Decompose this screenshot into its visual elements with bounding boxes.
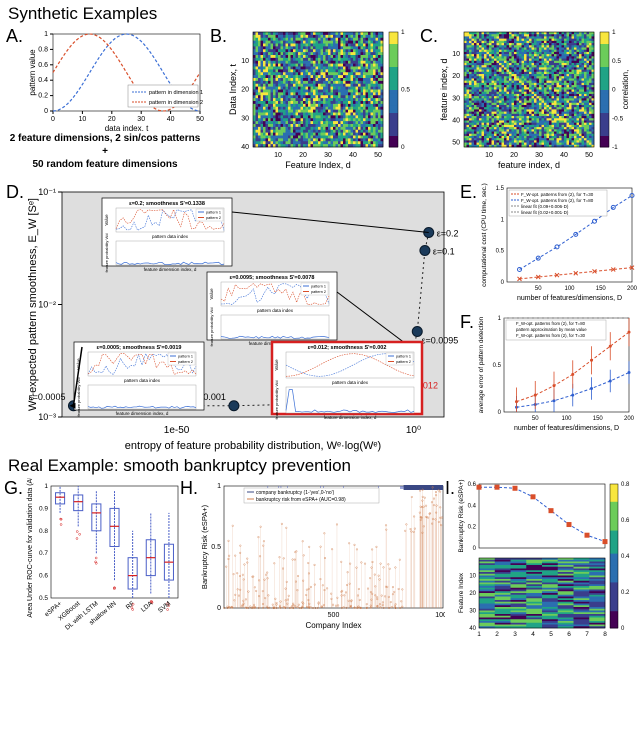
panel-f-chart: 5010015020000.51number of features/dimen…	[474, 312, 634, 437]
svg-text:50: 50	[585, 152, 593, 159]
svg-text:Value: Value	[104, 214, 109, 226]
svg-text:0: 0	[612, 87, 616, 94]
svg-text:pattern 1: pattern 1	[178, 355, 193, 359]
svg-text:10⁻²: 10⁻²	[38, 300, 56, 310]
section-synthetic: Synthetic Examples	[8, 4, 640, 24]
svg-text:feature dimension index, d: feature dimension index, d	[144, 267, 197, 272]
svg-text:40: 40	[560, 152, 568, 159]
svg-text:ε=0.0095; smoothness S'=0.0078: ε=0.0095; smoothness S'=0.0078	[230, 275, 315, 281]
svg-text:0: 0	[401, 144, 405, 151]
svg-text:10: 10	[485, 152, 493, 159]
svg-text:20: 20	[299, 152, 307, 159]
panel-g-boxplot: 0.50.60.70.80.91Area Under ROC-curve for…	[23, 478, 180, 633]
svg-text:pattern value: pattern value	[28, 49, 37, 96]
svg-text:feature probability Wd: feature probability Wd	[104, 234, 109, 273]
svg-text:ε=0.0005: ε=0.0005	[29, 392, 66, 402]
svg-text:0.6: 0.6	[38, 62, 48, 69]
panel-e-label: E.	[460, 182, 477, 307]
svg-text:entropy of feature probability: entropy of feature probability distribut…	[125, 440, 381, 452]
svg-text:10: 10	[274, 152, 282, 159]
svg-text:0.2: 0.2	[38, 93, 48, 100]
svg-text:40: 40	[349, 152, 357, 159]
svg-text:Feature Index, d: Feature Index, d	[285, 160, 351, 170]
panel-a-caption-2: 50 random feature dimensions	[0, 159, 210, 170]
svg-text:10⁻³: 10⁻³	[38, 412, 56, 422]
svg-text:correlation,: correlation,	[621, 70, 630, 110]
svg-text:30: 30	[241, 115, 249, 122]
svg-text:20: 20	[241, 87, 249, 94]
svg-text:pattern 2: pattern 2	[178, 360, 193, 364]
panel-a-chart: 0 10 20 30 40 50 0 0.2 0.4 0.6 0.8 1 data index, t pa…	[25, 26, 205, 131]
svg-text:ε=0.2: ε=0.2	[437, 229, 459, 239]
panel-b-heatmap: 102030405010203040Feature Index, dData I…	[227, 26, 417, 176]
panel-a-caption-plus: +	[0, 146, 210, 157]
svg-text:ε=0.1: ε=0.1	[433, 247, 455, 257]
svg-text:40: 40	[241, 144, 249, 151]
svg-text:10⁻¹: 10⁻¹	[38, 187, 56, 197]
svg-text:0.4: 0.4	[38, 77, 48, 84]
svg-text:20: 20	[452, 73, 460, 80]
panel-g-label: G.	[4, 478, 23, 638]
panel-e-chart: 5010015020000.511.5number of features/di…	[477, 182, 637, 307]
svg-text:50: 50	[374, 152, 382, 159]
svg-text:50: 50	[452, 140, 460, 147]
svg-text:ε=0.2; smoothness S'=0.1338: ε=0.2; smoothness S'=0.1338	[129, 201, 205, 207]
svg-text:pattern in dimension 2: pattern in dimension 2	[149, 100, 203, 106]
svg-text:pattern data index: pattern data index	[152, 234, 189, 239]
panel-f-label: F.	[460, 312, 474, 437]
svg-text:pattern 1: pattern 1	[206, 211, 221, 215]
svg-text:feature index, d: feature index, d	[439, 58, 449, 120]
section-real: Real Example: smooth bankruptcy preventi…	[8, 456, 640, 476]
svg-text:pattern 1: pattern 1	[311, 285, 326, 289]
svg-text:1: 1	[612, 29, 616, 36]
panel-c-heatmap: 10203040501020304050feature index, dfeat…	[438, 26, 638, 176]
svg-text:10⁰: 10⁰	[406, 425, 421, 436]
svg-text:10: 10	[79, 116, 87, 123]
svg-text:10: 10	[452, 51, 460, 58]
svg-text:-1: -1	[612, 144, 618, 151]
svg-text:30: 30	[452, 95, 460, 102]
panel-c-label: C.	[420, 26, 438, 176]
svg-text:pattern 2: pattern 2	[311, 290, 326, 294]
svg-text:-0.5: -0.5	[612, 115, 624, 122]
svg-text:40: 40	[167, 116, 175, 123]
svg-text:30: 30	[324, 152, 332, 159]
svg-text:0.8: 0.8	[38, 46, 48, 53]
panel-h-scatter: 500100000.51Company IndexBankruptcy Risk…	[198, 478, 445, 633]
svg-text:ε=0.0095: ε=0.0095	[421, 336, 458, 346]
svg-text:50: 50	[196, 116, 204, 123]
svg-text:0: 0	[44, 108, 48, 115]
svg-text:1e-50: 1e-50	[164, 425, 190, 436]
svg-text:pattern data index: pattern data index	[257, 308, 294, 313]
panel-d-chart: 10⁻³ 10⁻² 10⁻¹ 1e-50 10⁰ entropy of feature p…	[24, 182, 460, 452]
svg-text:feature index, d: feature index, d	[498, 160, 560, 170]
panel-h-label: H.	[180, 478, 198, 638]
svg-text:Data Index, t: Data Index, t	[228, 63, 238, 115]
svg-text:Value: Value	[209, 288, 214, 300]
svg-text:pattern 2: pattern 2	[206, 216, 221, 220]
panel-b-label: B.	[210, 26, 227, 176]
svg-text:ε=0.0005; smoothness S'=0.0019: ε=0.0005; smoothness S'=0.0019	[97, 345, 182, 351]
svg-text:0: 0	[51, 116, 55, 123]
svg-text:1: 1	[401, 29, 405, 36]
svg-text:20: 20	[108, 116, 116, 123]
svg-text:data index, t: data index, t	[105, 124, 149, 131]
panel-i-combo: 00.20.40.6Bankruptcy Risk (eSPA+)1020304…	[455, 478, 633, 638]
svg-text:feature probability Wd: feature probability Wd	[209, 308, 214, 347]
svg-text:0.5: 0.5	[612, 58, 621, 65]
svg-text:10: 10	[241, 58, 249, 65]
panel-a-caption-1: 2 feature dimensions, 2 sin/cos patterns	[0, 133, 210, 144]
svg-text:pattern in dimension 1: pattern in dimension 1	[149, 90, 203, 96]
svg-text:1: 1	[44, 31, 48, 38]
panel-i-label: I.	[445, 478, 455, 638]
svg-text:20: 20	[510, 152, 518, 159]
svg-text:30: 30	[137, 116, 145, 123]
panel-a-label: A.	[6, 26, 23, 131]
svg-text:pattern data index: pattern data index	[124, 378, 161, 383]
panel-d-label: D.	[6, 182, 24, 452]
svg-text:40: 40	[452, 117, 460, 124]
svg-text:30: 30	[535, 152, 543, 159]
svg-text:Wᵉ-expected pattern smoothness: Wᵉ-expected pattern smoothness, E_W [Sᵉ]	[27, 198, 39, 411]
svg-text:0.5: 0.5	[401, 87, 410, 94]
